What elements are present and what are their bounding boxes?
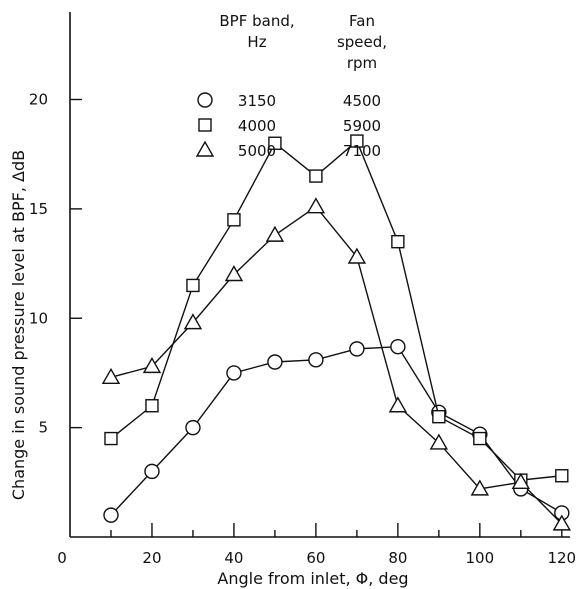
ticks: 0 20 40 60 80 100 120 5 10 15 20	[29, 91, 576, 568]
data-point-circle	[144, 463, 160, 480]
legend-bpf-value: 4000	[238, 117, 276, 135]
data-point-triangle	[183, 313, 203, 330]
y-tick-label: 20	[29, 91, 48, 109]
legend-header-bpf: BPF band,	[219, 12, 294, 30]
series-circle	[103, 338, 570, 523]
data-point-triangle	[224, 265, 244, 282]
legend-bpf-value: 5000	[238, 142, 276, 160]
x-axis-title: Angle from inlet, Φ, deg	[217, 569, 408, 588]
x-tick-label: 100	[466, 549, 495, 567]
series-triangle	[101, 197, 572, 531]
data-point-square	[268, 136, 282, 150]
y-tick-label: 10	[29, 309, 48, 327]
data-point-triangle	[101, 367, 121, 385]
y-tick-label: 5	[38, 419, 48, 437]
series-square	[104, 134, 569, 487]
data-point-triangle	[511, 472, 531, 490]
x-tick-label: 0	[57, 549, 67, 567]
data-point-triangle	[552, 514, 572, 531]
data-point-triangle	[306, 197, 326, 214]
data-point-square	[186, 278, 200, 293]
legend-header-speed: rpm	[347, 54, 377, 72]
data-point-triangle	[347, 247, 367, 264]
data-point-square	[145, 399, 159, 413]
legend-speed-value: 7100	[343, 142, 381, 160]
data-point-circle	[349, 341, 365, 357]
y-tick-label: 15	[29, 200, 48, 218]
data-point-circle	[267, 354, 283, 370]
x-tick-label: 80	[388, 549, 407, 567]
data-point-square	[104, 431, 118, 446]
axes	[69, 12, 570, 538]
legend-marker-triangle	[195, 140, 215, 157]
data-point-triangle	[429, 433, 449, 450]
x-tick-label: 60	[306, 549, 325, 567]
legend: BPF band, Hz Fan speed, rpm 3150 4500 4000 5900 5…	[195, 12, 387, 160]
data-point-square	[555, 469, 569, 483]
legend-header-bpf: Hz	[247, 33, 266, 51]
data-point-square	[227, 213, 241, 227]
legend-marker-circle	[197, 92, 213, 108]
series-layer	[101, 134, 572, 531]
data-point-circle	[226, 365, 242, 381]
series-line-square	[110, 139, 562, 481]
data-point-triangle	[265, 225, 285, 242]
legend-marker-square	[198, 118, 212, 132]
series-line-triangle	[110, 205, 563, 525]
x-tick-label: 40	[224, 549, 243, 567]
legend-header-speed: Fan	[349, 12, 375, 30]
x-tick-label: 120	[547, 549, 576, 567]
data-point-triangle	[470, 479, 490, 496]
y-axis-title: Change in sound pressure level at BPF, Δ…	[9, 150, 28, 500]
data-point-triangle	[142, 356, 162, 374]
x-tick-label: 20	[142, 549, 161, 567]
legend-header-speed: speed,	[337, 33, 387, 51]
data-point-circle	[390, 338, 406, 355]
data-point-triangle	[388, 396, 408, 413]
data-point-square	[473, 431, 487, 446]
legend-speed-value: 4500	[343, 92, 381, 110]
series-line-circle	[110, 345, 563, 516]
legend-bpf-value: 3150	[238, 92, 276, 110]
data-point-square	[350, 134, 364, 148]
data-point-square	[432, 409, 446, 424]
data-point-square	[309, 169, 323, 183]
data-point-circle	[103, 507, 119, 523]
data-point-square	[391, 234, 405, 249]
data-point-circle	[308, 352, 324, 368]
legend-speed-value: 5900	[343, 117, 381, 135]
data-point-circle	[185, 419, 201, 436]
